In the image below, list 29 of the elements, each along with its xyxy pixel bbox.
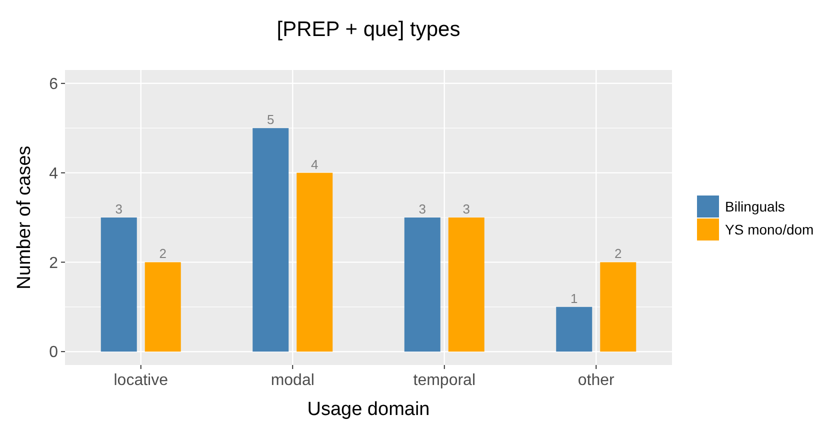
x-tick-label: other	[578, 372, 616, 389]
bar	[448, 218, 484, 352]
data-label: 2	[614, 246, 622, 262]
y-tick-label: 2	[49, 254, 58, 272]
data-label: 3	[462, 202, 470, 216]
y-axis-title: Number of cases	[14, 146, 35, 290]
bar	[600, 262, 636, 352]
bar	[252, 128, 289, 352]
data-label: 1	[570, 290, 578, 306]
legend-label: Bilinguals	[725, 198, 785, 214]
data-label: 5	[267, 112, 274, 128]
bar	[404, 218, 440, 352]
bar	[556, 306, 592, 352]
x-tick-label: modal	[270, 372, 314, 389]
y-tick-label: 6	[49, 76, 58, 94]
data-label: 3	[115, 202, 122, 216]
x-axis-title: Usage domain	[307, 399, 430, 420]
data-label: 4	[311, 156, 318, 172]
bar	[296, 172, 333, 352]
legend-label: YS mono/dom	[725, 221, 814, 238]
x-tick-label: temporal	[413, 372, 476, 389]
data-label: 2	[159, 246, 166, 262]
y-tick-label: 4	[49, 165, 58, 182]
bar	[144, 262, 181, 352]
x-tick-label: locative	[114, 372, 168, 389]
y-tick-label: 0	[49, 344, 58, 362]
chart-title: [PREP + que] types	[276, 18, 460, 41]
bar	[100, 218, 137, 352]
data-label: 3	[418, 202, 426, 216]
